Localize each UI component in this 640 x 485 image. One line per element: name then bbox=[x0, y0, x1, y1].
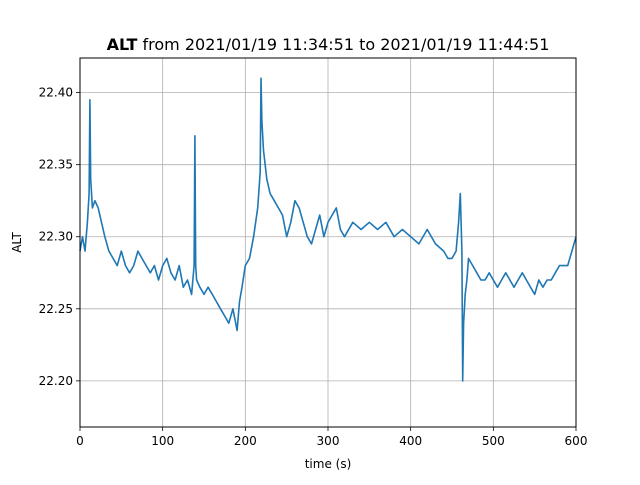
x-tick-label: 300 bbox=[317, 434, 340, 448]
x-tick-label: 600 bbox=[565, 434, 588, 448]
x-axis-ticks: 0 100 200 300 400 500 600 bbox=[76, 427, 587, 448]
y-axis-ticks: 22.20 22.25 22.30 22.35 22.40 bbox=[39, 86, 80, 388]
x-axis-label: time (s) bbox=[305, 457, 352, 471]
y-tick-label: 22.40 bbox=[39, 86, 73, 100]
x-tick-label: 400 bbox=[399, 434, 422, 448]
x-tick-label: 200 bbox=[234, 434, 257, 448]
series-layer bbox=[79, 77, 577, 382]
chart-title-bold: ALT bbox=[107, 35, 138, 54]
chart-title-rest: from 2021/01/19 11:34:51 to 2021/01/19 1… bbox=[137, 35, 549, 54]
series-line bbox=[79, 77, 577, 382]
y-tick-label: 22.30 bbox=[39, 230, 73, 244]
x-tick-label: 100 bbox=[151, 434, 174, 448]
chart-title: ALT from 2021/01/19 11:34:51 to 2021/01/… bbox=[107, 35, 550, 54]
y-tick-label: 22.20 bbox=[39, 374, 73, 388]
y-tick-label: 22.35 bbox=[39, 158, 73, 172]
y-axis-label: ALT bbox=[10, 232, 24, 253]
y-tick-label: 22.25 bbox=[39, 302, 73, 316]
x-tick-label: 0 bbox=[76, 434, 84, 448]
x-tick-label: 500 bbox=[482, 434, 505, 448]
grid-lines bbox=[79, 58, 577, 427]
